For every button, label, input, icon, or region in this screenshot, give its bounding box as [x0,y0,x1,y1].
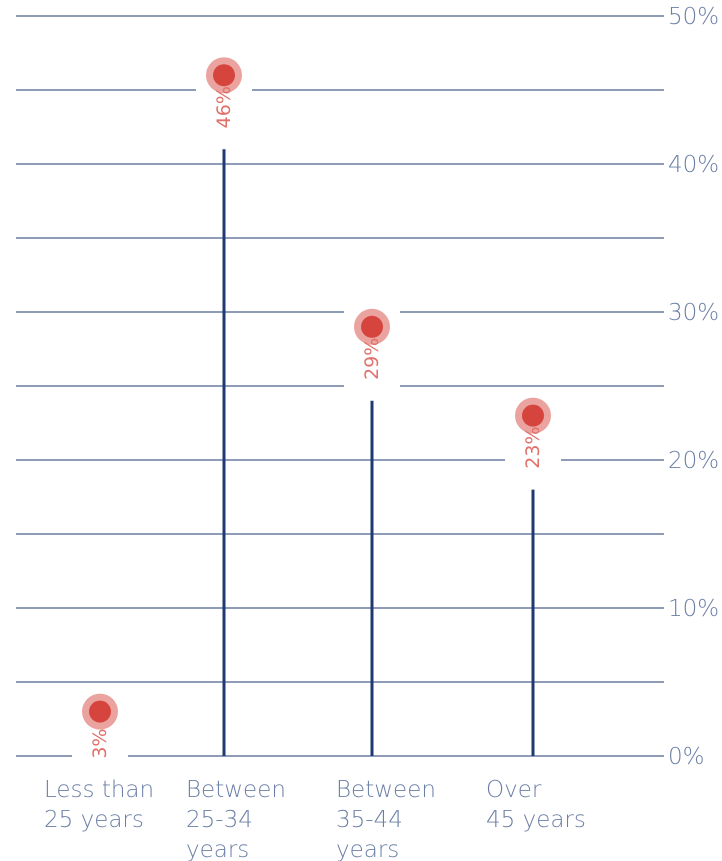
category-label: years [186,837,249,861]
lollipop-dot [89,700,111,723]
y-tick-label: 20% [668,448,719,474]
y-tick-label: 50% [668,4,719,30]
category-label: 35-44 [336,807,403,833]
gridlines [16,15,664,757]
y-tick-label: 40% [668,152,719,178]
lollipop-dot [361,315,383,338]
y-tick-label: 10% [668,596,719,622]
stems: 3% 46% 29% 23% [72,49,561,772]
category-label: Less than [44,777,154,803]
y-tick-label: 30% [668,300,719,326]
category-labels: Less than 25 years Between 25-34 years Betwee… [44,777,586,861]
category-label: years [336,837,399,861]
lollipop-dot [522,404,544,427]
data-label: 23% [522,426,544,468]
lollipop-dot [213,64,235,87]
category-label: Between [186,777,286,803]
category-label: 25 years [44,807,144,833]
category-label: 25-34 [186,807,253,833]
y-tick-label: 0% [668,744,705,770]
data-label: 46% [213,86,235,128]
data-label: 3% [89,729,111,759]
category-label: Between [336,777,436,803]
data-label: 29% [361,338,383,380]
category-label: Over [486,777,542,803]
category-label: 45 years [486,807,586,833]
y-tick-labels: 0% 10% 20% 30% 40% 50% [668,4,719,770]
